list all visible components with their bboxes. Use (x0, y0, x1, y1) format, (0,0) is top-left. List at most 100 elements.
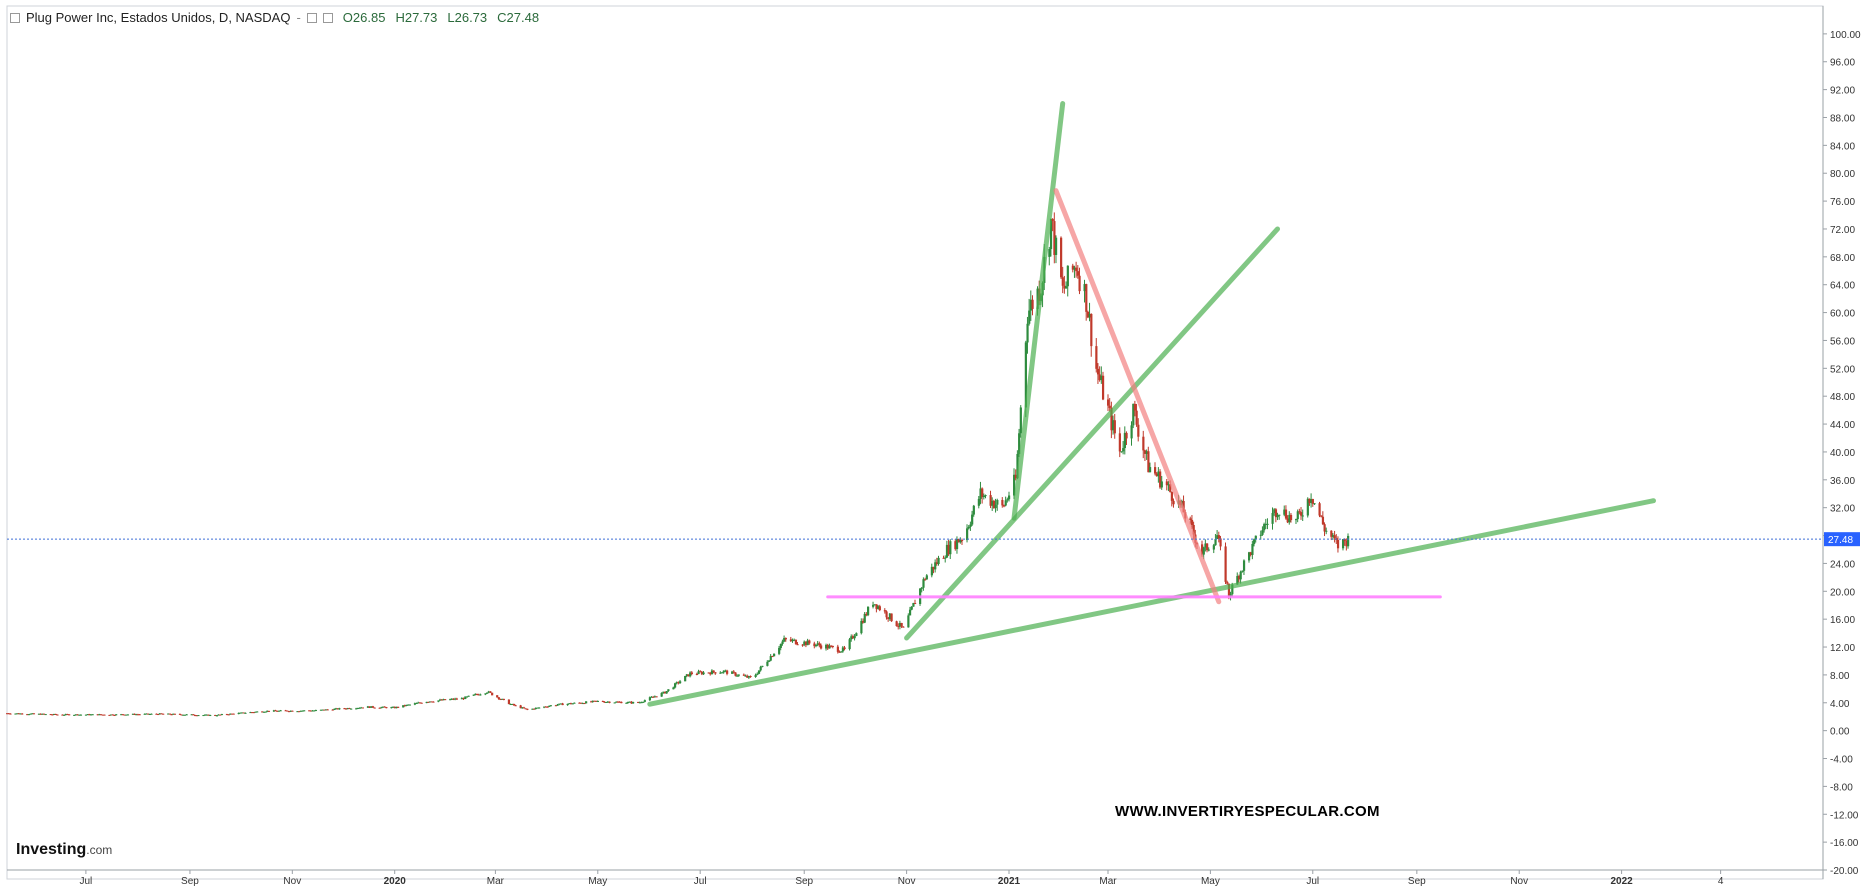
candle-body (1076, 271, 1080, 276)
candle-body (841, 647, 845, 652)
candle-body (51, 714, 54, 716)
candle-body (1148, 467, 1152, 473)
candle-body (628, 701, 631, 703)
candle-body (1085, 284, 1088, 312)
candle-body (277, 710, 281, 712)
candle-body (1016, 454, 1019, 479)
candle-body (1048, 249, 1051, 257)
candle-body (512, 703, 516, 706)
candle-body (1310, 499, 1313, 503)
candle-body (699, 671, 702, 673)
green-trendline[interactable] (647, 498, 1656, 707)
candle-body (1073, 267, 1076, 270)
candle-body (501, 698, 504, 700)
candle-body (1306, 498, 1309, 516)
candle-body (417, 702, 420, 704)
green-trendline[interactable] (1011, 101, 1066, 521)
candle-body (79, 714, 83, 716)
settings-icon[interactable] (306, 12, 317, 23)
y-tick-label: 52.00 (1830, 364, 1855, 375)
candle-body (333, 708, 336, 711)
candle-body (804, 641, 808, 646)
candle-body (1143, 450, 1147, 454)
candle-body (663, 691, 667, 694)
candle-body (454, 698, 457, 700)
red-trendline[interactable] (1053, 188, 1222, 605)
candle-body (182, 714, 185, 716)
y-tick-label: 84.00 (1830, 141, 1855, 152)
candle-body (1002, 505, 1006, 507)
y-tick-label: 96.00 (1830, 58, 1855, 69)
candle-body (19, 713, 22, 715)
candle-body (256, 711, 259, 713)
candle-body (370, 706, 373, 708)
candle-body (301, 710, 304, 712)
candle-body (204, 714, 207, 716)
candle-body (91, 714, 94, 716)
candle-body (413, 703, 417, 705)
candle-body (232, 713, 235, 715)
candle-body (731, 671, 734, 674)
candle-body (981, 488, 984, 498)
candle-body (554, 705, 558, 707)
candle-body (996, 499, 999, 505)
candle-body (251, 712, 254, 714)
candle-body (640, 702, 643, 704)
candle-body (1001, 499, 1004, 506)
candle-body (960, 540, 964, 542)
candle-body (408, 704, 412, 706)
candle-body (502, 698, 505, 700)
candle-body (966, 528, 969, 541)
candle-body (687, 674, 690, 677)
candle-body (773, 653, 776, 657)
candle-body (544, 706, 547, 708)
candle-body (690, 672, 693, 675)
candle-body (499, 699, 502, 701)
candle-body (27, 714, 31, 716)
price-axis[interactable]: -20.00 -16.00 -12.00 -8.00 -4.00 0.00 4.00 8.00… (1823, 30, 1861, 877)
y-tick-label: -16.00 (1830, 838, 1859, 849)
candle-body (1331, 535, 1335, 537)
candle-body (712, 670, 715, 673)
candle-body (828, 645, 831, 649)
candle-body (549, 705, 552, 707)
candle-body (474, 694, 477, 696)
green-trendline[interactable] (904, 226, 1281, 641)
collapse-icon[interactable] (10, 12, 20, 23)
candle-body (601, 701, 605, 703)
x-tick-label: Mar (487, 876, 505, 887)
candle-body (1120, 451, 1123, 453)
candle-body (779, 644, 782, 648)
y-tick-label: 76.00 (1830, 197, 1855, 208)
candle-body (934, 562, 937, 570)
candle-body (1239, 571, 1242, 580)
candle-body (371, 706, 375, 708)
candle-body (202, 715, 205, 717)
candle-body (652, 696, 655, 698)
candle-body (737, 674, 740, 676)
candle-body (912, 603, 915, 607)
candle-body (477, 694, 480, 696)
candle-body (1063, 285, 1066, 289)
candle-body (722, 670, 725, 673)
candle-body (1135, 410, 1138, 425)
candle-body (120, 714, 123, 716)
candle-body (1311, 499, 1314, 504)
candle-body (794, 639, 798, 645)
x-tick-label: Sep (181, 876, 199, 887)
candle-body (806, 640, 809, 646)
last-price-marker: 27.48 (7, 532, 1860, 547)
candle-body (648, 697, 652, 701)
candle-body (1313, 503, 1316, 505)
candle-body (16, 713, 19, 715)
time-axis[interactable]: Jul Sep Nov 2020 Mar May Jul Sep Nov 2021 Mar May Ju… (79, 870, 1724, 887)
candle-body (237, 712, 240, 715)
candle-body (1029, 299, 1033, 311)
y-tick-label: -12.00 (1830, 810, 1859, 821)
candle-body (922, 579, 925, 588)
candle-body (861, 620, 865, 623)
candle-body (397, 706, 400, 708)
candle-body (1169, 484, 1172, 492)
hide-icon[interactable] (322, 12, 333, 23)
